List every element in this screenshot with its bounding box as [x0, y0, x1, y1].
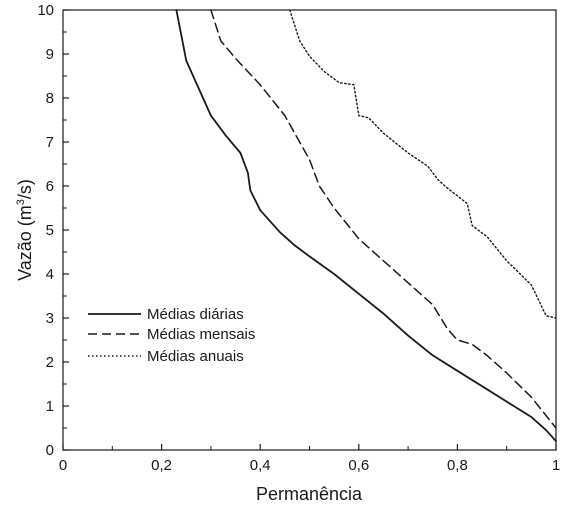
x-tick-label: 0,8	[447, 457, 468, 474]
x-tick-label: 0,2	[151, 457, 172, 474]
legend-label-annual: Médias anuais	[147, 348, 244, 365]
legend-label-monthly: Médias mensais	[147, 326, 255, 343]
y-tick-label: 10	[37, 2, 54, 19]
y-tick-label: 5	[46, 222, 54, 239]
plot-frame	[62, 9, 557, 451]
y-tick-label: 0	[46, 442, 54, 459]
x-tick-label: 1	[552, 457, 560, 474]
y-tick-label: 2	[46, 354, 54, 371]
legend: Médias diárias Médias mensais Médias anu…	[88, 306, 255, 365]
x-tick-label: 0,6	[348, 457, 369, 474]
y-axis-label-main: Vazão (m	[15, 205, 35, 281]
y-tick-label: 9	[46, 46, 54, 63]
y-tick-label: 4	[46, 266, 54, 283]
y-tick-label: 8	[46, 90, 54, 107]
y-tick-label: 3	[46, 310, 54, 327]
y-axis-label-end: /s)	[15, 179, 35, 199]
x-tick-label: 0,4	[250, 457, 271, 474]
series-line-solid	[175, 9, 557, 443]
y-tick-label: 6	[46, 178, 54, 195]
legend-label-daily: Médias diárias	[147, 306, 244, 323]
series-layer	[175, 9, 557, 443]
x-tick-label: 0	[59, 457, 67, 474]
x-axis-label: Permanência	[256, 484, 363, 504]
y-axis-label-sup: 3	[15, 199, 27, 205]
series-line-dotted	[289, 9, 557, 319]
y-tick-label: 1	[46, 398, 54, 415]
y-axis-label: Vazão (m3/s)	[15, 179, 35, 281]
y-tick-label: 7	[46, 134, 54, 151]
series-line-dashed	[210, 9, 557, 429]
